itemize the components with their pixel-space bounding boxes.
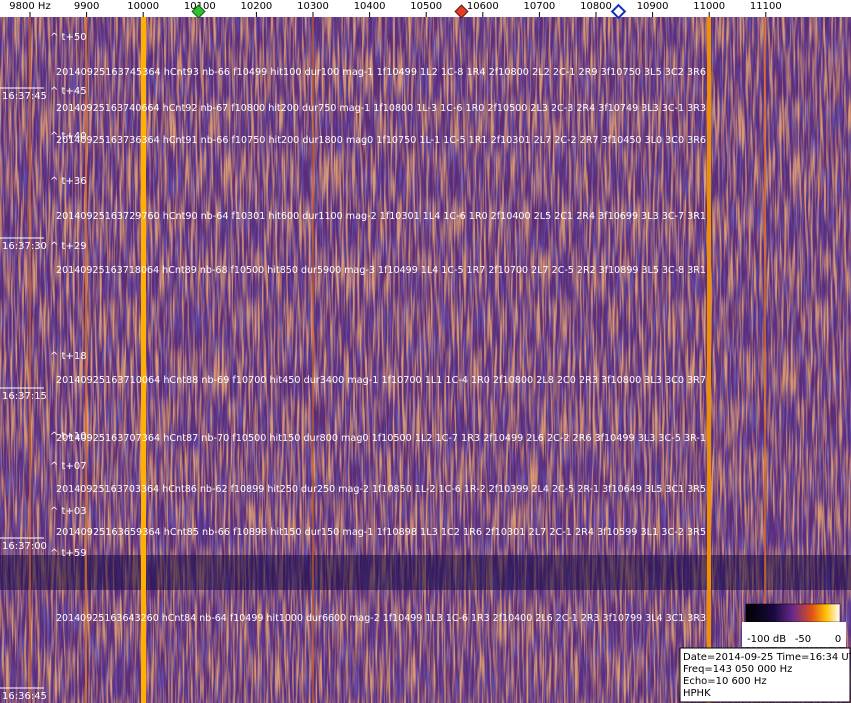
frequency-label: 10700 — [523, 1, 555, 12]
carrier-line — [707, 17, 711, 703]
offset-annotation: ^ t+45 — [50, 86, 87, 97]
color-scale-bar — [745, 603, 841, 623]
detection-line: 20140925163718064 hCnt89 nb-68 f10500 hi… — [56, 265, 706, 276]
carrier-line — [29, 17, 31, 703]
color-scale-labels-bg — [742, 622, 846, 647]
detection-line: 20140925163745364 hCnt93 nb-66 f10499 hi… — [56, 67, 706, 78]
frequency-label: 9900 — [74, 1, 99, 12]
frequency-label: 10200 — [240, 1, 272, 12]
offset-annotation: ^ t+59 — [50, 548, 87, 559]
marker-blue — [610, 3, 627, 20]
time-label: 16:37:15 — [2, 391, 47, 402]
carrier-line — [312, 17, 314, 703]
color-scale-label: 0 — [835, 634, 841, 645]
frequency-label: 10900 — [637, 1, 669, 12]
offset-annotation: ^ t+03 — [50, 506, 87, 517]
frequency-label: 11000 — [693, 1, 725, 12]
frequency-label: 10600 — [467, 1, 499, 12]
offset-annotation: ^ t+07 — [50, 461, 87, 472]
info-line: HPHK — [683, 688, 711, 699]
frequency-label: 10300 — [297, 1, 329, 12]
color-scale-label: -50 — [795, 634, 811, 645]
frequency-markers — [191, 3, 627, 20]
info-box — [679, 647, 851, 703]
offset-annotation: ^ t+10 — [50, 431, 87, 442]
time-label: 16:37:45 — [2, 91, 47, 102]
frequency-label: 11100 — [750, 1, 782, 12]
frequency-label: 10800 — [580, 1, 612, 12]
time-label: 16:37:00 — [2, 541, 47, 552]
detection-line: 20140925163740664 hCnt92 nb-67 f10800 hi… — [56, 103, 706, 114]
frequency-label: 9800 Hz — [9, 1, 50, 12]
detection-line: 20140925163710064 hCnt88 nb-69 f10700 hi… — [56, 375, 706, 386]
info-line: Freq=143 050 000 Hz — [683, 664, 792, 675]
offset-annotation: ^ t+36 — [50, 176, 87, 187]
dark-band — [0, 555, 851, 590]
marker-green — [191, 4, 206, 19]
overlay-text: 16:37:45 16:37:30 16:37:15 16:37:00 16:36:45… — [0, 32, 706, 702]
color-scale-label: -100 dB — [747, 634, 786, 645]
carrier-line — [141, 17, 146, 703]
detection-line: 20140925163659364 hCnt85 nb-66 f10898 hi… — [56, 527, 706, 538]
time-label: 16:36:45 — [2, 691, 47, 702]
carrier-line — [85, 17, 87, 703]
offset-annotation: ^ t+18 — [50, 351, 87, 362]
frequency-label: 10500 — [410, 1, 442, 12]
frequency-label: 10000 — [127, 1, 159, 12]
detection-line: 20140925163729760 hCnt90 nb-64 f10301 hi… — [56, 211, 706, 222]
noise-layer — [0, 17, 851, 703]
offset-annotation: ^ t+50 — [50, 32, 87, 43]
detection-line: 20140925163736364 hCnt91 nb-66 f10750 hi… — [56, 135, 706, 146]
offset-annotation: ^ t+29 — [50, 241, 87, 252]
detection-line: 20140925163707364 hCnt87 nb-70 f10500 hi… — [56, 433, 706, 444]
offset-annotation: ^ t+40 — [50, 131, 87, 142]
info-line: Echo=10 600 Hz — [683, 676, 767, 687]
marker-red — [454, 4, 469, 19]
detection-line: 20140925163643260 hCnt84 nb-64 f10499 hi… — [56, 613, 706, 624]
detection-line: 20140925163703364 hCnt86 nb-62 f10899 hi… — [56, 484, 706, 495]
frequency-axis-bar — [0, 0, 851, 17]
carrier-line — [764, 17, 766, 703]
info-line: Date=2014-09-25 Time=16:34 UTC — [683, 652, 851, 663]
time-label: 16:37:30 — [2, 241, 47, 252]
frequency-label: 10400 — [354, 1, 386, 12]
